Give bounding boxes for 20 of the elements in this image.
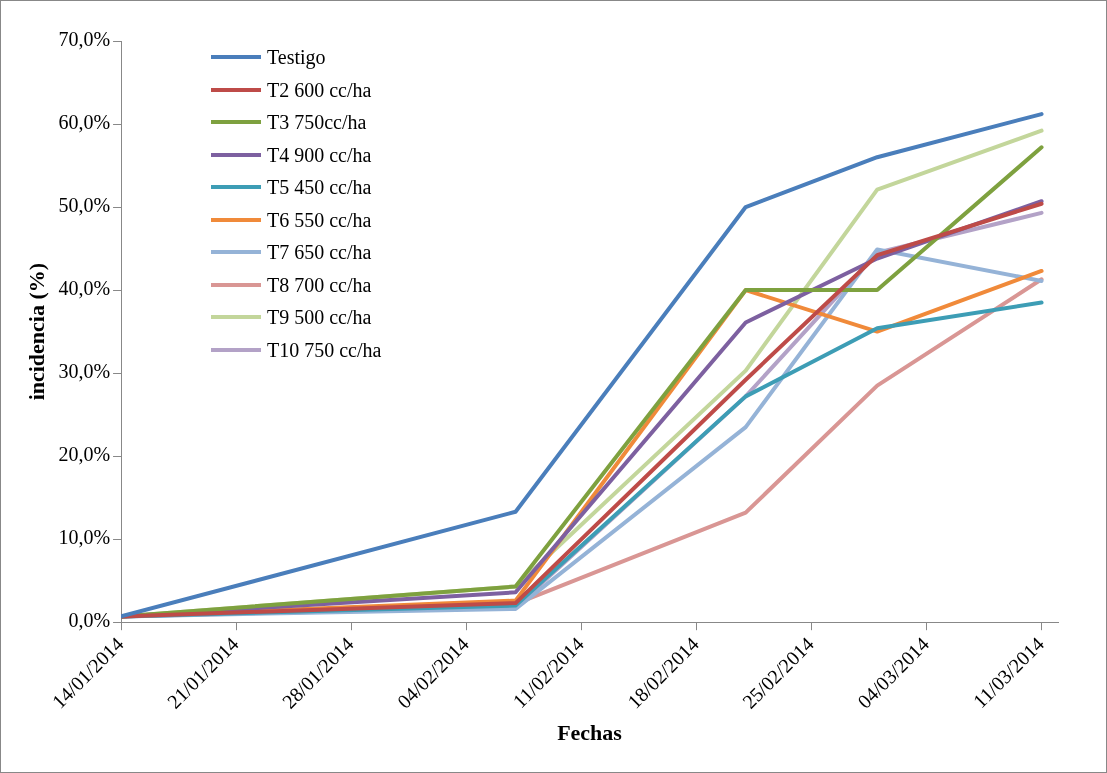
legend-label: T3 750cc/ha	[267, 110, 367, 135]
y-tick-label: 10,0%	[58, 526, 111, 549]
legend-label: T7 650 cc/ha	[267, 240, 372, 265]
y-axis-title: incidencia (%)	[23, 262, 49, 401]
legend-label: T6 550 cc/ha	[267, 207, 372, 233]
y-tick-label: 40,0%	[58, 277, 111, 300]
x-axis-title: Fechas	[557, 720, 623, 746]
legend-label: T9 500 cc/ha	[267, 305, 372, 330]
legend-label: T8 700 cc/ha	[267, 272, 372, 298]
legend-label: T2 600 cc/ha	[267, 77, 372, 103]
y-tick-label: 30,0%	[58, 360, 111, 383]
y-tick-label: 50,0%	[58, 194, 111, 217]
legend-label: T10 750 cc/ha	[267, 337, 382, 363]
y-tick-label: 0,0%	[68, 609, 111, 632]
legend-label: T5 450 cc/ha	[267, 175, 372, 200]
y-tick-label: 60,0%	[58, 111, 111, 134]
y-tick-label: 70,0%	[58, 28, 111, 51]
y-tick-label: 20,0%	[58, 443, 111, 466]
legend-label: T4 900 cc/ha	[267, 142, 372, 168]
legend-label: Testigo	[267, 45, 326, 71]
